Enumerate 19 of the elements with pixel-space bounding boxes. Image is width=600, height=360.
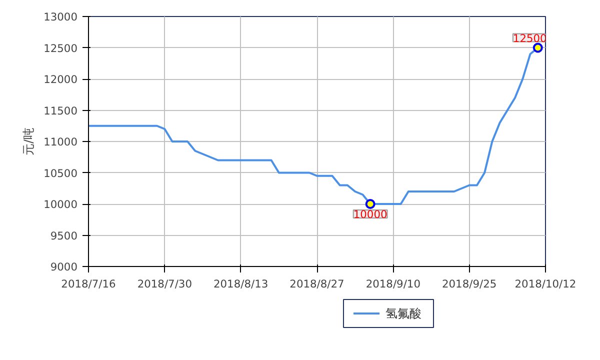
x-tick-label: 2018/7/30 — [137, 278, 192, 290]
y-tick-label: 12500 — [44, 42, 78, 55]
y-tick-label: 10000 — [44, 198, 78, 211]
y-tick-label: 11500 — [44, 104, 78, 118]
y-tick-label: 10500 — [44, 166, 78, 180]
y-tick-label: 11000 — [44, 136, 78, 148]
legend-label: 氢氟酸 — [386, 306, 422, 320]
x-tick-label: 2018/9/25 — [442, 278, 497, 290]
y-tick-label: 12000 — [44, 73, 78, 86]
x-tick-label: 2018/10/12 — [514, 278, 576, 290]
y-axis-title: 元/吨 — [22, 127, 36, 156]
x-tick-label: 2018/8/27 — [290, 278, 344, 290]
y-tick-label: 9500 — [50, 229, 78, 242]
x-tick-label: 2018/8/13 — [214, 278, 268, 290]
x-tick-label: 2018/9/10 — [366, 278, 421, 290]
annotation: 10000 — [353, 208, 388, 221]
y-tick-label: 9000 — [50, 260, 78, 274]
x-tick-label: 2018/7/16 — [61, 278, 116, 290]
y-tick-label: 13000 — [44, 10, 78, 24]
